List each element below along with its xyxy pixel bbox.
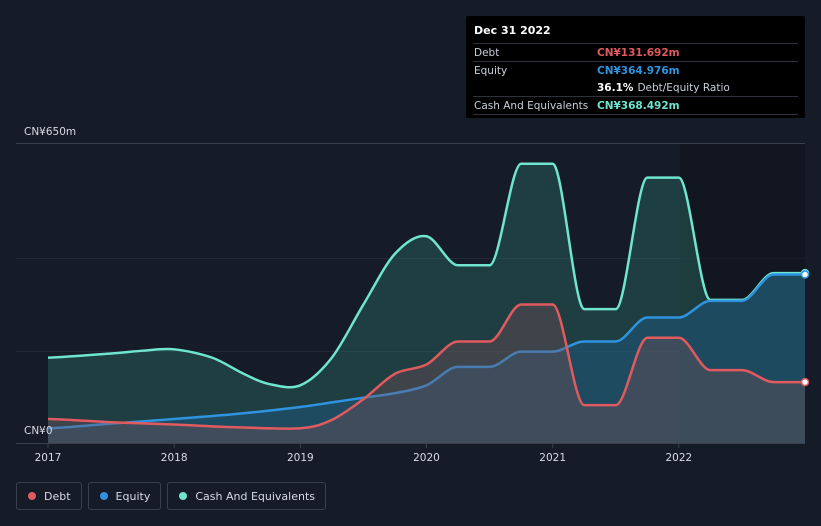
legend-debt-label: Debt — [44, 489, 71, 503]
equity-line — [47, 273, 805, 430]
x-tick-label: 2022 — [665, 452, 692, 464]
debt-area — [48, 304, 805, 443]
tooltip-equity-row: Equity CN¥364.976m — [473, 61, 798, 79]
tooltip-ratio-row: 36.1% Debt/Equity Ratio — [473, 79, 798, 96]
x-tick-label: 2020 — [413, 452, 440, 464]
equity-end-marker[interactable] — [800, 270, 810, 279]
tooltip-equity-value: CN¥364.976m — [597, 64, 680, 77]
chart-legend: Debt Equity Cash And Equivalents — [16, 482, 326, 510]
y-axis-top-label: CN¥650m — [24, 126, 76, 138]
tooltip-debt-value: CN¥131.692m — [597, 46, 680, 59]
cash-dot-icon — [179, 492, 188, 500]
debt-end-marker[interactable] — [800, 377, 810, 387]
debt-dot-icon — [28, 492, 36, 500]
x-tick-label: 2019 — [287, 452, 314, 464]
legend-debt-toggle[interactable]: Debt — [16, 482, 82, 510]
future-shade — [680, 144, 805, 443]
x-tick-label: 2017 — [35, 452, 62, 464]
legend-equity-toggle[interactable]: Equity — [87, 482, 162, 510]
tooltip-cash-value: CN¥368.492m — [597, 99, 680, 112]
tooltip-ratio-label: Debt/Equity Ratio — [637, 81, 730, 94]
y-axis-bottom-label: CN¥0 — [24, 425, 53, 437]
data-tooltip: Dec 31 2022 Debt CN¥131.692m Equity CN¥3… — [466, 16, 805, 118]
equity-dot-icon — [99, 492, 108, 500]
legend-equity-label: Equity — [115, 489, 151, 503]
cash-area — [48, 163, 805, 443]
tooltip-equity-label: Equity — [474, 64, 508, 77]
legend-cash-toggle[interactable]: Cash And Equivalents — [167, 482, 326, 510]
x-tick-label: 2018 — [161, 452, 188, 464]
cash-line — [47, 162, 805, 389]
tooltip-date: Dec 31 2022 — [474, 24, 551, 37]
legend-cash-label: Cash And Equivalents — [195, 489, 315, 503]
x-tick-label: 2021 — [539, 452, 566, 464]
tooltip-ratio-value: 36.1% — [597, 81, 634, 94]
tooltip-cash-label: Cash And Equivalents — [474, 99, 589, 112]
tooltip-cash-row: Cash And Equivalents CN¥368.492m — [473, 96, 798, 115]
debt-line — [47, 303, 805, 430]
tooltip-debt-row: Debt CN¥131.692m — [473, 43, 798, 61]
equity-area — [48, 274, 805, 443]
tooltip-debt-label: Debt — [474, 46, 500, 59]
